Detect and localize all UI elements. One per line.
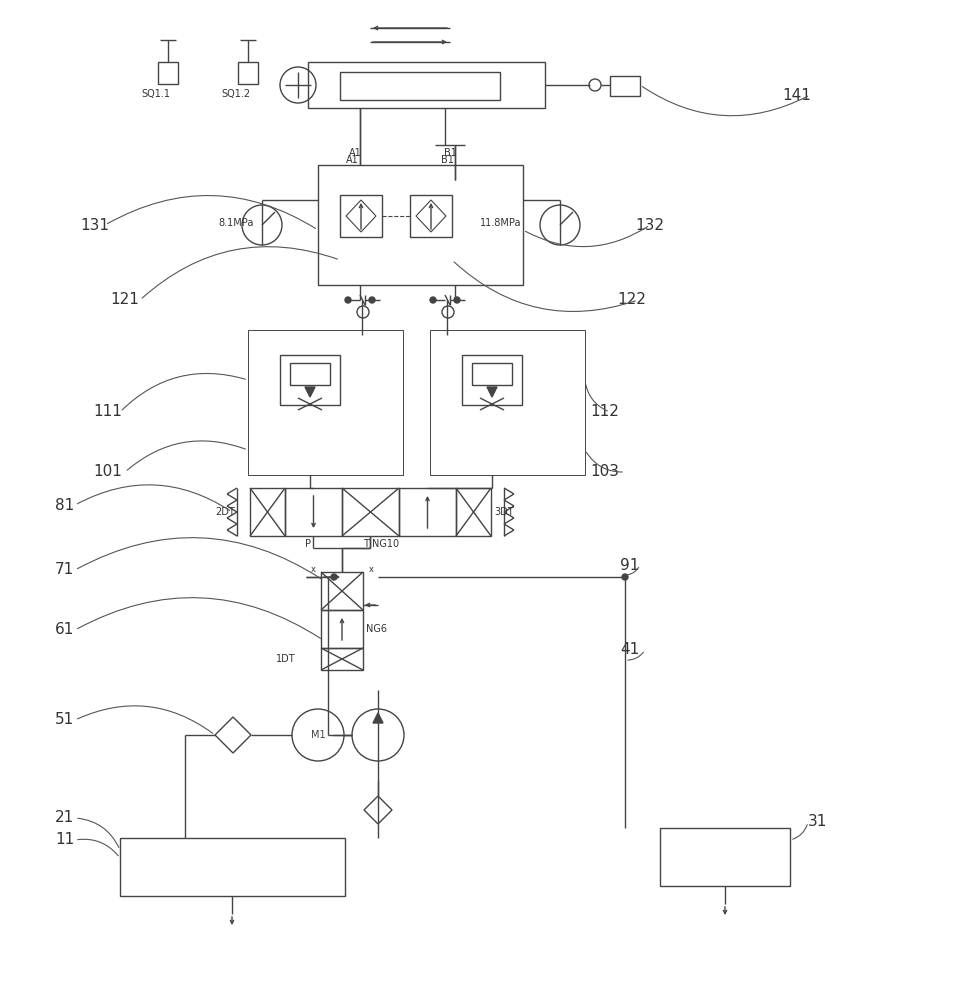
Text: 112: 112 bbox=[590, 404, 619, 420]
Text: 122: 122 bbox=[617, 292, 646, 308]
Text: NG10: NG10 bbox=[373, 539, 400, 549]
Text: B1: B1 bbox=[441, 155, 453, 165]
Text: x: x bbox=[311, 564, 315, 574]
Bar bbox=[462, 355, 522, 405]
Text: P: P bbox=[306, 539, 312, 549]
Text: 51: 51 bbox=[55, 712, 75, 728]
Bar bbox=[321, 648, 363, 670]
Text: 101: 101 bbox=[93, 464, 121, 480]
Text: 21: 21 bbox=[55, 810, 75, 826]
Text: SQ1.2: SQ1.2 bbox=[222, 89, 250, 99]
Polygon shape bbox=[373, 713, 383, 723]
Circle shape bbox=[345, 297, 351, 303]
Bar bbox=[321, 610, 363, 648]
Text: 81: 81 bbox=[55, 497, 75, 512]
Bar bbox=[410, 195, 452, 237]
Text: 41: 41 bbox=[620, 643, 640, 658]
Text: 91: 91 bbox=[620, 558, 640, 572]
Bar bbox=[285, 488, 342, 536]
Circle shape bbox=[622, 574, 628, 580]
Circle shape bbox=[331, 574, 337, 580]
Text: 11.8MPa: 11.8MPa bbox=[480, 218, 522, 228]
Text: 103: 103 bbox=[590, 464, 619, 480]
Text: 131: 131 bbox=[80, 218, 109, 232]
Text: 31: 31 bbox=[808, 814, 827, 830]
Bar bbox=[290, 363, 330, 385]
Text: A1: A1 bbox=[349, 148, 361, 158]
Polygon shape bbox=[305, 387, 315, 397]
Circle shape bbox=[430, 297, 436, 303]
Bar bbox=[340, 195, 382, 237]
Text: A1: A1 bbox=[346, 155, 358, 165]
Text: x: x bbox=[368, 564, 374, 574]
Bar bbox=[610, 76, 640, 96]
Bar bbox=[342, 488, 399, 536]
Text: 8.1MPa: 8.1MPa bbox=[218, 218, 253, 228]
Text: M1: M1 bbox=[311, 730, 325, 740]
Text: SQ1.1: SQ1.1 bbox=[141, 89, 170, 99]
Text: NG6: NG6 bbox=[366, 624, 387, 634]
Bar bbox=[399, 488, 456, 536]
Bar bbox=[120, 838, 345, 896]
Bar bbox=[238, 62, 258, 84]
Text: 121: 121 bbox=[110, 292, 139, 308]
Bar bbox=[472, 363, 512, 385]
Circle shape bbox=[369, 297, 375, 303]
Bar bbox=[430, 330, 585, 475]
Text: 61: 61 bbox=[55, 622, 75, 638]
Bar bbox=[456, 488, 491, 536]
Text: 132: 132 bbox=[635, 218, 664, 232]
Text: 71: 71 bbox=[55, 562, 75, 578]
Bar bbox=[280, 355, 340, 405]
Bar bbox=[318, 165, 523, 285]
Bar bbox=[340, 72, 500, 100]
Bar bbox=[308, 62, 545, 108]
Text: T: T bbox=[362, 539, 368, 549]
Text: 2DT: 2DT bbox=[215, 507, 235, 517]
Text: B1: B1 bbox=[444, 148, 456, 158]
Bar bbox=[248, 330, 403, 475]
Text: 141: 141 bbox=[782, 88, 811, 103]
Bar bbox=[321, 572, 363, 610]
Text: 1DT: 1DT bbox=[276, 654, 296, 664]
Text: 11: 11 bbox=[55, 832, 75, 848]
Text: 3DT: 3DT bbox=[494, 507, 513, 517]
Circle shape bbox=[454, 297, 460, 303]
Bar bbox=[660, 828, 790, 886]
Polygon shape bbox=[487, 387, 497, 397]
Text: 111: 111 bbox=[93, 404, 121, 420]
Bar bbox=[250, 488, 285, 536]
Bar bbox=[158, 62, 178, 84]
